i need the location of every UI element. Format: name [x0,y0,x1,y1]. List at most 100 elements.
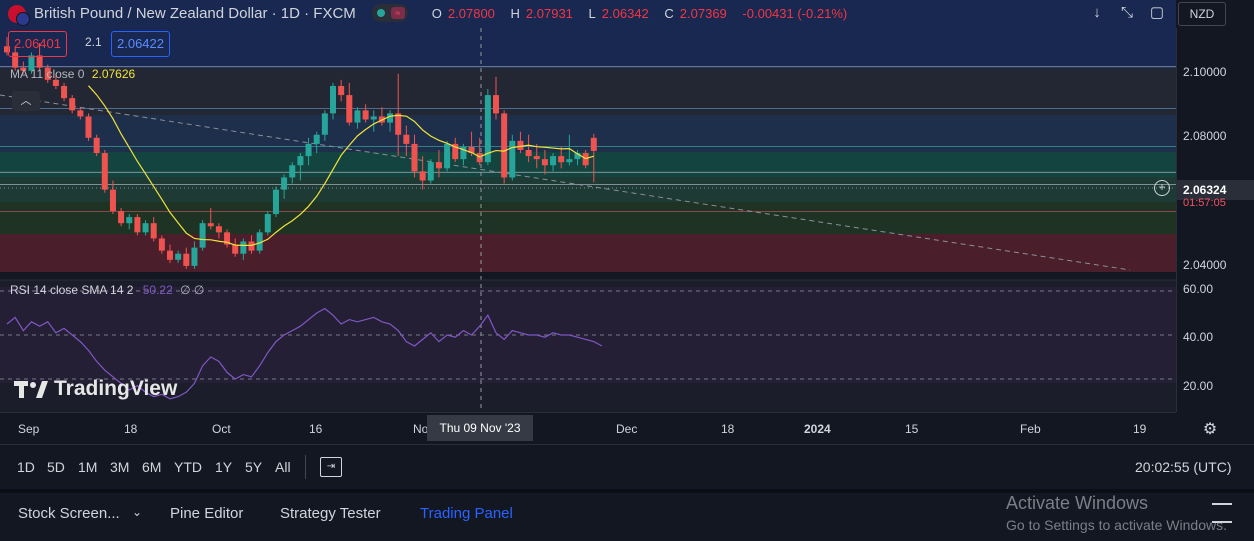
candle-body [167,250,173,260]
divider [305,455,306,479]
low-value: 2.06342 [601,5,649,21]
range-5y-button[interactable]: 5Y [245,459,263,475]
legend-row: British Pound / New Zealand Dollar · 1D … [0,0,853,26]
time-tick: Oct [212,422,231,436]
range-1d-button[interactable]: 1D [17,459,35,475]
candle-body [395,113,402,135]
candle-body [134,217,141,233]
snapshot-button[interactable]: ▢ [1145,2,1169,24]
candle-body [330,85,336,114]
rsi-value: 50.22 [142,283,173,297]
open-value: 2.07800 [447,5,495,21]
bar-countdown: 01:57:05 [1183,197,1226,209]
candle-body [93,137,100,154]
candle-body [346,95,353,123]
add-alert-plus-icon[interactable]: + [1154,180,1170,196]
candle-body [126,217,133,224]
collapse-legend-button[interactable]: ︿ [12,91,40,111]
time-axis[interactable]: Sep 18 Oct 16 No Dec 18 2024 15 Feb 19 T… [0,412,1176,445]
clock-timezone[interactable]: 20:02:55 (UTC) [1135,459,1232,475]
maximize-panel-icon[interactable] [1212,503,1232,523]
symbol-title[interactable]: British Pound / New Zealand Dollar · 1D … [34,4,356,22]
market-status-toggle[interactable]: ≈ [371,4,408,22]
currency-selector[interactable]: NZD [1178,2,1226,26]
candle-body [550,156,557,166]
candle-body [264,214,271,233]
watermark-text: TradingView [54,377,178,400]
range-all-button[interactable]: All [275,459,291,475]
range-1m-button[interactable]: 1M [78,459,98,475]
candle-body [387,113,394,123]
price-tick: 2.04000 [1183,258,1227,272]
fullscreen-button[interactable]: ⤡ [1115,2,1139,24]
main-chart-pane[interactable]: TradingView [0,0,1176,412]
time-tick: 18 [721,422,735,436]
market-open-icon [376,9,385,17]
rsi-legend[interactable]: RSI 14 close SMA 14 2 50.22 ∅ ∅ [10,283,204,297]
range-ytd-button[interactable]: YTD [174,459,202,475]
tab-trading-panel[interactable]: Trading Panel [420,505,513,522]
candle-body [232,244,239,254]
candle-body [566,159,573,163]
tab-strategy-tester[interactable]: Strategy Tester [280,505,381,522]
chevron-down-icon[interactable]: ⌄ [132,505,143,519]
buy-button[interactable]: 2.06422 [111,31,170,57]
candle-body [61,85,68,99]
candle-body [403,134,410,144]
candle-body [150,223,157,239]
ma-label: MA 11 close 0 [10,67,85,81]
chart-settings-gear-icon[interactable]: ⚙ [1202,421,1218,438]
candle-body [493,95,499,114]
ma-value: 2.07626 [91,67,136,81]
zone-3 [0,115,1176,152]
candle-body [452,143,459,160]
rsi-label: RSI 14 close SMA 14 2 [10,283,134,297]
price-axis[interactable]: 2.10000 2.08000 2.04000 60.00 40.00 20.0… [1176,28,1254,412]
scroll-down-button[interactable]: ↓ [1085,2,1109,24]
zone-5 [0,177,1176,202]
candle-body [207,223,214,227]
activate-windows-subtitle: Go to Settings to activate Windows. [1006,517,1227,533]
candle-body [289,165,296,178]
candle-body [101,153,108,190]
candle-body [468,146,475,154]
candle-body [224,232,231,245]
candle-body [460,146,467,160]
range-1y-button[interactable]: 1Y [215,459,233,475]
trendline[interactable] [0,94,1131,271]
chevron-up-icon: ︿ [20,95,32,107]
range-6m-button[interactable]: 6M [142,459,162,475]
price-tick: 2.10000 [1183,65,1227,79]
candle-body [541,159,548,166]
range-5d-button[interactable]: 5D [47,459,65,475]
ohlc-values: O 2.07800 H 2.07931 L 2.06342 C 2.07369 -0.0… [431,5,848,21]
spread-value: 2.1 [85,35,102,49]
candle-body [525,150,532,157]
zone-top [0,0,1176,68]
tab-pine-editor[interactable]: Pine Editor [170,505,244,522]
candle-body [484,95,491,163]
candle-body [370,116,377,120]
sell-button[interactable]: 2.06401 [8,31,67,57]
chart-canvas[interactable] [0,0,1176,412]
range-3m-button[interactable]: 3M [110,459,130,475]
rsi-tick: 40.00 [1183,330,1214,344]
candle-body [313,134,320,144]
tab-stock-screener[interactable]: Stock Screen... [18,505,120,522]
date-range-calendar-icon[interactable]: ⇥ [320,457,342,477]
candle-body [52,79,59,86]
candle-body [427,162,434,181]
rsi-line [6,307,603,400]
candles [4,37,597,269]
candle-body [590,137,597,151]
rsi-extra: ∅ ∅ [180,283,205,297]
time-tick: Feb [1020,422,1041,436]
ma-legend[interactable]: MA 11 close 0 2.07626 [10,67,135,81]
time-tick: Dec [616,422,638,436]
candle-body [444,143,451,169]
candle-body [109,189,116,211]
candle-body [256,232,263,251]
maximize-icon: ▢ [1149,4,1165,21]
crosshair-date-label: Thu 09 Nov '23 [427,415,533,441]
candle-body [36,55,43,68]
